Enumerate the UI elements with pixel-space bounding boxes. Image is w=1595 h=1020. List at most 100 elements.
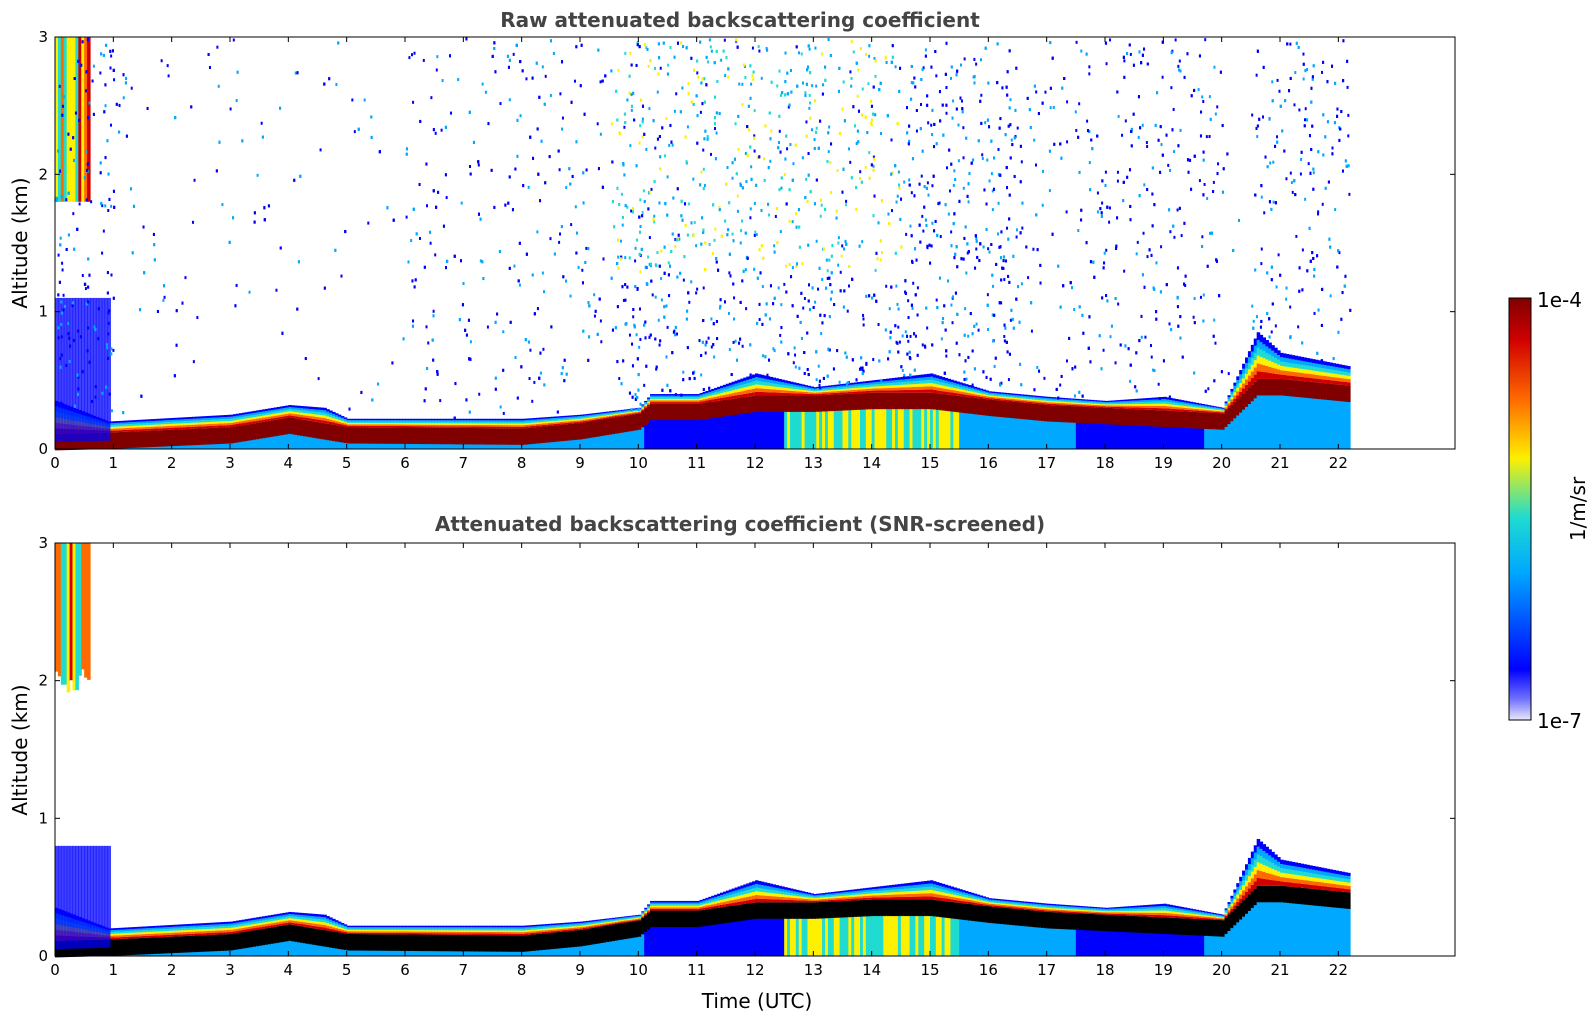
noise-speckle [780, 303, 783, 307]
heatmap-cell [186, 427, 190, 429]
heatmap-cell [314, 421, 319, 439]
heatmap-cell [1256, 378, 1261, 396]
heatmap-cell [358, 422, 362, 425]
heatmap-cell [594, 412, 599, 415]
heatmap-cell [647, 401, 651, 404]
heatmap-cell [685, 402, 689, 404]
heatmap-cell [1008, 401, 1013, 418]
heatmap-cell [705, 392, 709, 395]
heatmap-cell [997, 394, 1001, 397]
heatmap-cell [877, 392, 882, 410]
heatmap-cell [1233, 382, 1237, 386]
heatmap-cell [795, 389, 800, 392]
heatmap-cell [574, 423, 578, 440]
heatmap-cell [253, 421, 257, 424]
heatmap-cell [880, 407, 884, 449]
heatmap-cell [527, 419, 532, 422]
heatmap-cell [320, 417, 324, 421]
noise-speckle [1104, 170, 1107, 174]
heatmap-cell [892, 387, 896, 391]
noise-speckle [791, 220, 794, 224]
heatmap-cell [708, 398, 712, 401]
heatmap-cell [594, 419, 599, 421]
heatmap-cell [256, 414, 260, 417]
heatmap-cell [763, 385, 768, 389]
heatmap-cell [113, 428, 117, 431]
heatmap-cell [256, 420, 260, 423]
heatmap-cell [1131, 424, 1135, 449]
heatmap-cell [241, 425, 246, 442]
heatmap-cell [1046, 399, 1051, 401]
noise-speckle [752, 77, 755, 81]
heatmap-cell [1227, 405, 1232, 408]
heatmap-cell [1096, 401, 1100, 403]
heatmap-cell [705, 400, 709, 403]
heatmap-cell [1175, 399, 1179, 402]
heatmap-cell [410, 442, 415, 449]
heatmap-cell [364, 424, 368, 426]
heatmap-cell [1087, 402, 1092, 404]
heatmap-cell [585, 419, 590, 421]
heatmap-cell [422, 442, 427, 449]
heatmap-cell [1142, 402, 1147, 404]
heatmap-cell [125, 422, 129, 425]
heatmap-cell [454, 442, 459, 449]
heatmap-cell [874, 388, 879, 391]
heatmap-cell [142, 425, 147, 428]
heatmap-cell [504, 443, 508, 449]
heatmap-cell [1344, 372, 1348, 376]
heatmap-cell [845, 392, 849, 394]
heatmap-cell [402, 427, 406, 444]
heatmap-cell [708, 391, 712, 394]
heatmap-cell [638, 408, 642, 410]
noise-speckle [1000, 301, 1003, 305]
heatmap-cell [521, 423, 526, 426]
heatmap-cell [1035, 397, 1039, 399]
noise-speckle [991, 208, 994, 212]
heatmap-cell [1119, 408, 1124, 425]
heatmap-cell [235, 424, 240, 427]
heatmap-cell [122, 420, 126, 423]
heatmap-cell [836, 394, 841, 411]
heatmap-cell [708, 395, 712, 399]
heatmap-cell [1116, 405, 1121, 407]
heatmap-cell [311, 418, 316, 422]
noise-speckle [1214, 112, 1217, 116]
heatmap-cell [1072, 398, 1077, 400]
heatmap-cell [862, 389, 867, 392]
heatmap-cell [302, 406, 307, 409]
noise-speckle [1116, 179, 1119, 183]
heatmap-cell [1023, 394, 1027, 396]
heatmap-cell [615, 432, 619, 449]
noise-speckle [707, 336, 710, 340]
noise-speckle [630, 108, 633, 112]
noise-speckle [666, 175, 669, 179]
heatmap-cell [717, 398, 721, 401]
heatmap-cell [1172, 408, 1176, 411]
heatmap-cell [1329, 376, 1334, 381]
noise-speckle [1176, 208, 1179, 212]
noise-speckle [997, 201, 1000, 205]
heatmap-cell [991, 397, 995, 399]
heatmap-cell [1198, 407, 1202, 410]
heatmap-cell [1303, 373, 1307, 378]
heatmap-cell [1242, 368, 1246, 374]
noise-speckle [1109, 38, 1112, 42]
heatmap-cell [1294, 359, 1299, 364]
heatmap-cell [772, 380, 777, 384]
heatmap-cell [927, 386, 931, 390]
heatmap-cell [897, 382, 902, 385]
heatmap-cell [489, 423, 494, 426]
noise-speckle [61, 261, 64, 265]
noise-speckle [753, 109, 756, 113]
heatmap-cell [142, 429, 147, 431]
heatmap-cell [1329, 398, 1334, 449]
heatmap-cell [755, 384, 759, 389]
heatmap-cell [273, 407, 278, 410]
heatmap-cell [1131, 399, 1135, 401]
heatmap-cell [1134, 424, 1138, 449]
heatmap-cell [285, 405, 289, 408]
noise-speckle [60, 322, 63, 326]
heatmap-cell [1312, 382, 1316, 399]
heatmap-cell [507, 418, 511, 421]
